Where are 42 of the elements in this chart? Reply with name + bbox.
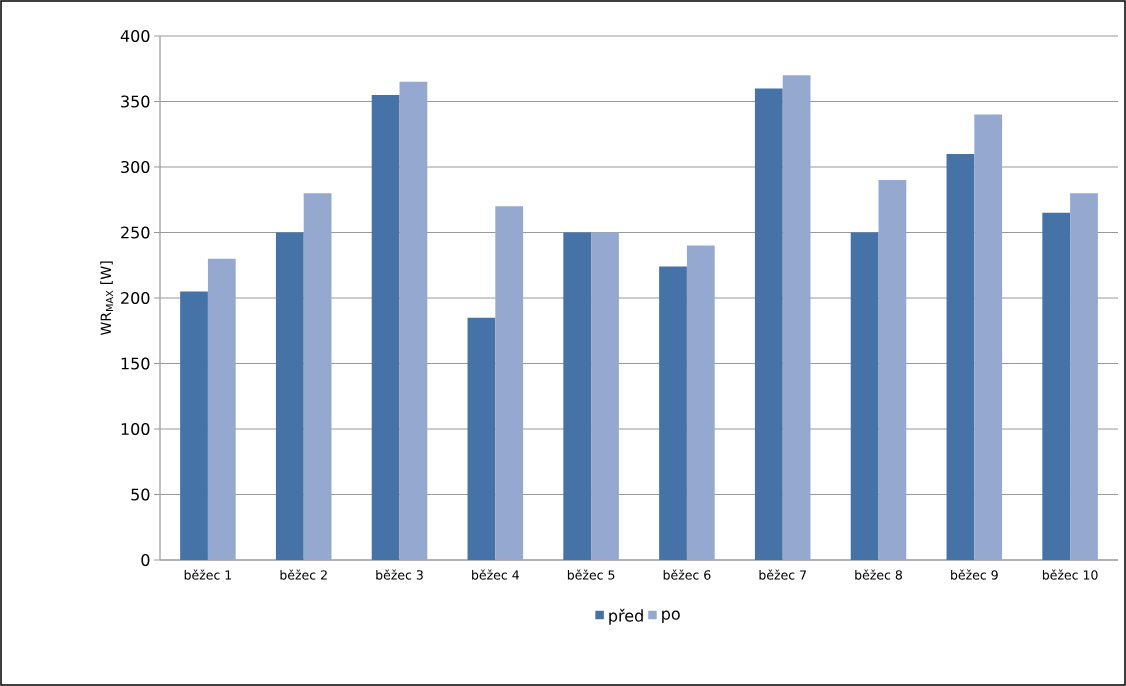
bar (399, 81, 428, 560)
bar (754, 88, 783, 560)
x-tick-label: běžec 5 (567, 569, 615, 580)
bar (275, 232, 304, 560)
bar (946, 153, 975, 560)
bar (303, 193, 332, 560)
y-tick-label: 50 (131, 488, 150, 501)
x-tick-label: běžec 7 (759, 569, 806, 580)
bar (371, 94, 400, 560)
bar (850, 232, 879, 560)
bar (207, 258, 236, 560)
bar (495, 206, 524, 560)
x-tick-label: běžec 8 (855, 569, 902, 580)
x-tick-label: běžec 1 (184, 569, 232, 580)
y-tick-label: 200 (121, 291, 150, 305)
x-tick-label: běžec 3 (376, 569, 423, 580)
bar (974, 114, 1003, 560)
bar (180, 291, 208, 560)
y-tick-label: 250 (121, 226, 150, 239)
x-tick-label: běžec 10 (1042, 569, 1098, 580)
bar (591, 232, 619, 560)
y-tick-label: 0 (141, 553, 150, 567)
y-tick-label: 400 (120, 29, 150, 43)
x-tick-label: běžec 9 (951, 569, 998, 580)
bar (878, 180, 907, 560)
bar (563, 232, 592, 560)
legend-label: po (662, 610, 680, 623)
y-axis-title: WR$_{MAX}$ [W] (100, 261, 114, 336)
bar (686, 245, 715, 560)
y-tick-label: 300 (121, 160, 150, 174)
legend-label: před (609, 608, 643, 625)
bar (1070, 193, 1098, 560)
x-tick-label: běžec 6 (663, 569, 711, 580)
x-tick-label: běžec 2 (280, 569, 327, 580)
bar (659, 266, 687, 560)
bar (782, 75, 811, 560)
x-tick-label: běžec 4 (472, 569, 519, 580)
y-tick-label: 150 (121, 357, 150, 370)
bar (467, 317, 496, 560)
y-tick-label: 350 (121, 95, 150, 108)
y-tick-label: 100 (121, 422, 150, 436)
bar (1042, 212, 1071, 560)
